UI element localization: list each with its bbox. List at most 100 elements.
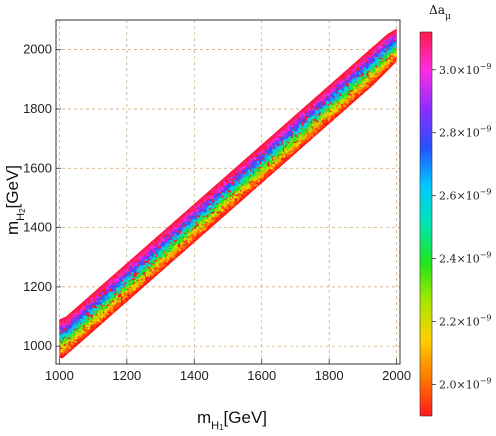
data-point xyxy=(165,243,169,247)
data-point xyxy=(304,105,307,108)
data-point xyxy=(173,252,176,255)
data-point xyxy=(160,248,163,251)
data-point xyxy=(98,307,101,310)
data-point xyxy=(226,188,229,191)
data-point xyxy=(192,205,195,208)
data-point xyxy=(251,183,254,186)
data-point xyxy=(322,111,325,114)
data-point xyxy=(255,156,259,159)
data-point xyxy=(358,79,361,83)
data-point xyxy=(348,70,351,73)
data-point xyxy=(343,72,346,75)
data-point xyxy=(78,327,81,330)
data-point xyxy=(309,102,312,106)
data-point xyxy=(185,228,188,231)
data-point xyxy=(91,327,94,330)
data-point xyxy=(389,65,392,68)
data-point xyxy=(140,285,144,289)
data-point xyxy=(303,117,307,120)
data-point xyxy=(61,317,64,321)
data-point xyxy=(284,132,287,135)
data-point xyxy=(116,290,120,293)
data-point xyxy=(228,192,231,195)
data-point xyxy=(381,41,384,44)
data-point xyxy=(142,265,146,269)
data-point xyxy=(252,181,255,185)
data-point xyxy=(351,100,354,103)
data-point xyxy=(171,252,175,255)
data-point xyxy=(385,68,388,71)
data-point xyxy=(250,171,253,175)
data-point xyxy=(306,135,309,138)
data-point xyxy=(332,102,335,105)
data-point xyxy=(111,278,114,282)
data-point xyxy=(107,297,110,300)
data-point xyxy=(320,118,323,121)
data-point xyxy=(170,233,173,236)
data-point xyxy=(323,100,326,103)
data-point xyxy=(187,233,190,236)
data-point xyxy=(153,253,157,256)
data-point xyxy=(389,44,393,47)
data-point xyxy=(356,81,359,84)
data-point xyxy=(76,314,80,317)
data-point xyxy=(102,314,105,317)
data-point xyxy=(169,225,172,228)
data-point xyxy=(338,76,341,80)
data-point xyxy=(100,310,103,313)
data-point xyxy=(71,313,74,316)
data-point xyxy=(359,67,363,70)
data-point xyxy=(161,264,164,267)
data-point xyxy=(114,302,117,305)
data-point xyxy=(127,278,130,281)
data-point xyxy=(284,149,287,152)
data-point xyxy=(132,290,136,293)
data-point xyxy=(141,261,144,264)
data-point xyxy=(100,312,104,315)
data-point xyxy=(72,323,75,326)
data-point xyxy=(104,300,107,303)
data-point xyxy=(364,73,367,76)
data-point xyxy=(84,310,87,314)
data-point xyxy=(272,154,275,157)
data-point xyxy=(150,245,153,248)
data-point xyxy=(242,185,245,188)
data-point xyxy=(361,65,365,68)
data-point xyxy=(208,215,211,218)
data-point xyxy=(240,191,243,194)
data-point xyxy=(247,180,250,183)
data-point xyxy=(183,212,186,215)
data-point xyxy=(348,91,351,94)
data-point xyxy=(164,235,168,238)
data-point xyxy=(115,285,118,288)
data-point xyxy=(144,249,147,252)
data-point xyxy=(253,151,256,155)
data-point xyxy=(123,271,127,274)
data-point xyxy=(355,94,359,98)
data-point xyxy=(134,255,137,258)
data-point xyxy=(326,92,329,96)
data-point xyxy=(332,108,335,111)
data-point xyxy=(141,256,145,260)
data-point xyxy=(61,351,64,355)
data-point xyxy=(71,346,74,349)
data-point xyxy=(111,311,114,314)
data-point xyxy=(147,271,150,274)
data-point xyxy=(326,119,329,123)
data-point xyxy=(383,55,386,58)
data-point xyxy=(217,205,220,208)
data-point xyxy=(299,121,302,124)
data-point xyxy=(125,286,128,289)
data-point xyxy=(85,318,88,321)
data-point xyxy=(101,299,105,303)
data-point xyxy=(311,114,314,117)
data-point xyxy=(364,78,367,81)
data-point xyxy=(195,237,199,240)
data-point xyxy=(140,252,143,255)
data-point xyxy=(169,256,173,260)
data-point xyxy=(190,228,193,231)
data-point xyxy=(60,336,63,340)
data-point xyxy=(302,117,305,120)
data-point xyxy=(129,258,132,262)
data-point xyxy=(311,117,314,120)
